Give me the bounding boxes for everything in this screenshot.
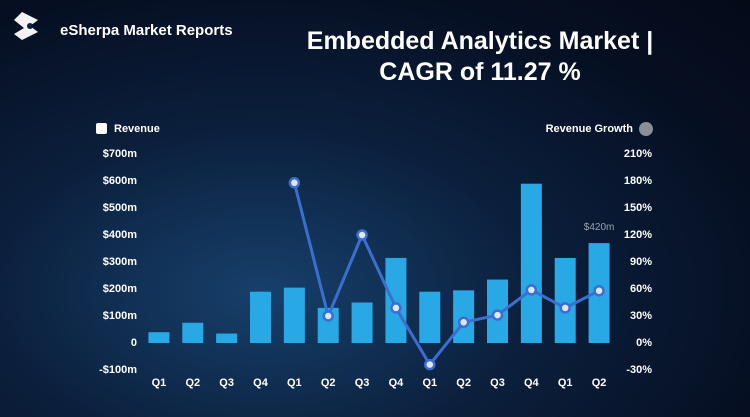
x-tick-label: Q3 [490,377,505,389]
line-point [322,310,334,322]
logo-icon [14,12,38,40]
line-point [525,284,538,296]
line-point [424,358,436,371]
x-tick-label: Q4 [524,377,540,389]
brand: eSherpa Market Reports [60,22,233,39]
x-tick-label: Q1 [558,377,573,389]
legend-label: Revenue [114,123,160,135]
line-point [491,309,504,321]
y2-tick-label: -30% [626,364,652,376]
bar [385,257,407,343]
x-tick-label: Q3 [219,377,234,389]
y-tick-label: $300m [103,256,137,268]
annotation: $420m [584,222,615,233]
y2-tick-label: 0% [636,337,652,349]
y2-tick-label: 210% [624,148,652,160]
bar [283,287,305,343]
y2-tick-label: 90% [630,256,652,268]
line-point [457,316,470,329]
legend-label: Revenue Growth [546,123,634,135]
x-tick-label: Q2 [185,377,200,389]
y-tick-label: $500m [103,202,137,214]
line-point [356,229,368,241]
y2-tick-label: 180% [624,175,652,187]
line-point [390,302,402,314]
x-tick-label: Q1 [422,377,437,389]
y2-tick-label: 150% [624,202,652,214]
chart-title: Embedded Analytics Market | CAGR of 11.2… [306,27,654,86]
line-point [593,285,605,297]
x-tick-label: Q2 [456,377,471,389]
y2-tick-label: 60% [630,283,652,295]
x-tick-label: Q2 [321,377,336,389]
bar [520,183,542,343]
y-tick-label: 0 [131,337,137,349]
y2-tick-label: 30% [630,310,652,322]
x-tick-label: Q4 [389,377,405,389]
bar [351,302,373,343]
y-tick-label: $400m [103,229,137,241]
y-tick-label: $600m [103,175,137,187]
y-tick-label: $700m [103,148,137,160]
y-tick-label: $100m [103,310,137,322]
bar [216,333,238,343]
line-point [559,302,571,314]
x-tick-label: Q2 [592,377,607,389]
y-tick-label: -$100m [99,364,137,376]
legend-swatch [639,122,653,136]
bar [554,257,576,343]
x-tick-label: Q4 [253,377,269,389]
line-point [288,177,301,189]
x-tick-label: Q1 [287,377,302,389]
y2-tick-label: 120% [624,229,652,241]
bar [148,332,170,343]
legend-swatch [96,123,107,134]
x-tick-label: Q1 [152,377,167,389]
bar [250,291,271,343]
bar [419,291,441,343]
y-tick-label: $200m [103,283,137,295]
x-tick-label: Q3 [355,377,370,389]
bar [182,322,204,343]
line [292,182,600,368]
